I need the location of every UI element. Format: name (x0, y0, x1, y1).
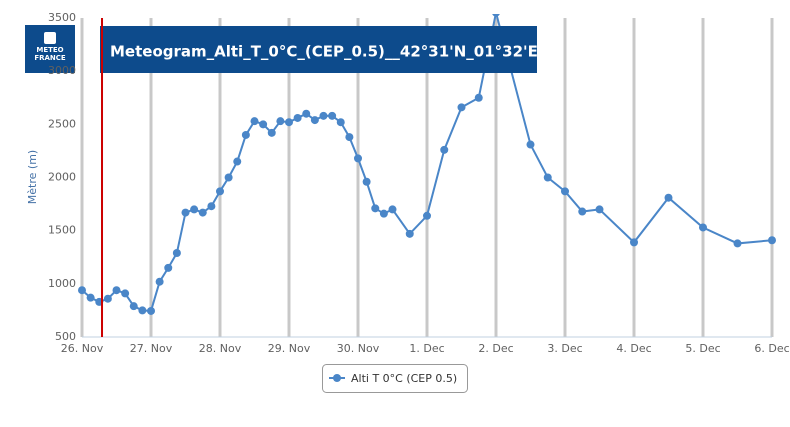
legend[interactable] (322, 364, 468, 393)
point (405, 229, 414, 238)
point (224, 173, 233, 182)
point (164, 263, 173, 272)
point (379, 209, 388, 218)
point (86, 293, 95, 302)
point (267, 128, 276, 137)
point (699, 223, 707, 232)
point (138, 306, 147, 315)
point (354, 154, 362, 163)
point (388, 205, 397, 214)
logo-text: METEO (36, 46, 63, 54)
x-tick-label: 26. Nov (61, 342, 104, 355)
point (664, 193, 673, 202)
y-tick-label: 2000 (48, 171, 76, 184)
point (302, 109, 311, 118)
x-tick-label: 3. Dec (547, 342, 582, 355)
plot-area (78, 14, 776, 315)
point (129, 302, 138, 311)
logo-text: FRANCE (34, 54, 66, 62)
point (155, 277, 164, 286)
point (630, 238, 638, 247)
legend-symbol (333, 374, 341, 382)
x-tick-label: 28. Nov (199, 342, 242, 355)
point (526, 140, 535, 149)
title-box (100, 26, 537, 73)
x-tick-label: 4. Dec (616, 342, 651, 355)
point (250, 117, 259, 126)
legend-items: Alti T 0°C (CEP 0.5) (329, 372, 457, 385)
legend-label: Alti T 0°C (CEP 0.5) (351, 372, 457, 385)
point (595, 205, 604, 214)
point (578, 207, 587, 216)
x-tick-label: 5. Dec (685, 342, 720, 355)
point (423, 211, 431, 220)
point (259, 120, 268, 129)
point (345, 133, 354, 142)
x-tick-label: 2. Dec (478, 342, 513, 355)
point (733, 239, 742, 248)
x-tick-label: 30. Nov (337, 342, 380, 355)
point (561, 187, 569, 196)
point (276, 117, 285, 126)
y-tick-label: 500 (55, 330, 76, 343)
point (319, 111, 328, 120)
point (147, 306, 155, 315)
y-tick-label: 3000 (48, 64, 76, 77)
point (190, 205, 199, 214)
y-tick-label: 3500 (48, 11, 76, 24)
point (198, 208, 207, 217)
y-tick-label: 1000 (48, 277, 76, 290)
x-tick-label: 27. Nov (130, 342, 173, 355)
point (440, 145, 449, 154)
point (285, 118, 293, 127)
y-tick-label: 1500 (48, 224, 76, 237)
point (768, 236, 776, 245)
point (207, 202, 216, 211)
point (336, 118, 345, 127)
point (293, 113, 302, 122)
y-tick-label: 2500 (48, 117, 76, 130)
x-tick-label: 1. Dec (409, 342, 444, 355)
point (457, 103, 466, 112)
y-axis-label: Mètre (m) (26, 150, 39, 204)
logo-icon (44, 32, 56, 44)
point (362, 177, 371, 186)
point (121, 289, 130, 298)
point (371, 204, 380, 213)
point (181, 208, 190, 217)
point (328, 111, 337, 120)
point (310, 116, 319, 125)
point (543, 173, 552, 182)
point (216, 187, 224, 196)
point (474, 93, 483, 102)
point (172, 248, 181, 257)
chart-title: Meteogram_Alti_T_0°C_(CEP_0.5)__42°31'N_… (110, 43, 546, 61)
point (112, 286, 121, 295)
x-tick-label: 29. Nov (268, 342, 311, 355)
point (241, 130, 250, 139)
point (492, 14, 500, 17)
point (103, 294, 112, 303)
point (233, 157, 242, 166)
x-tick-label: 6. Dec (754, 342, 789, 355)
point (78, 286, 86, 295)
